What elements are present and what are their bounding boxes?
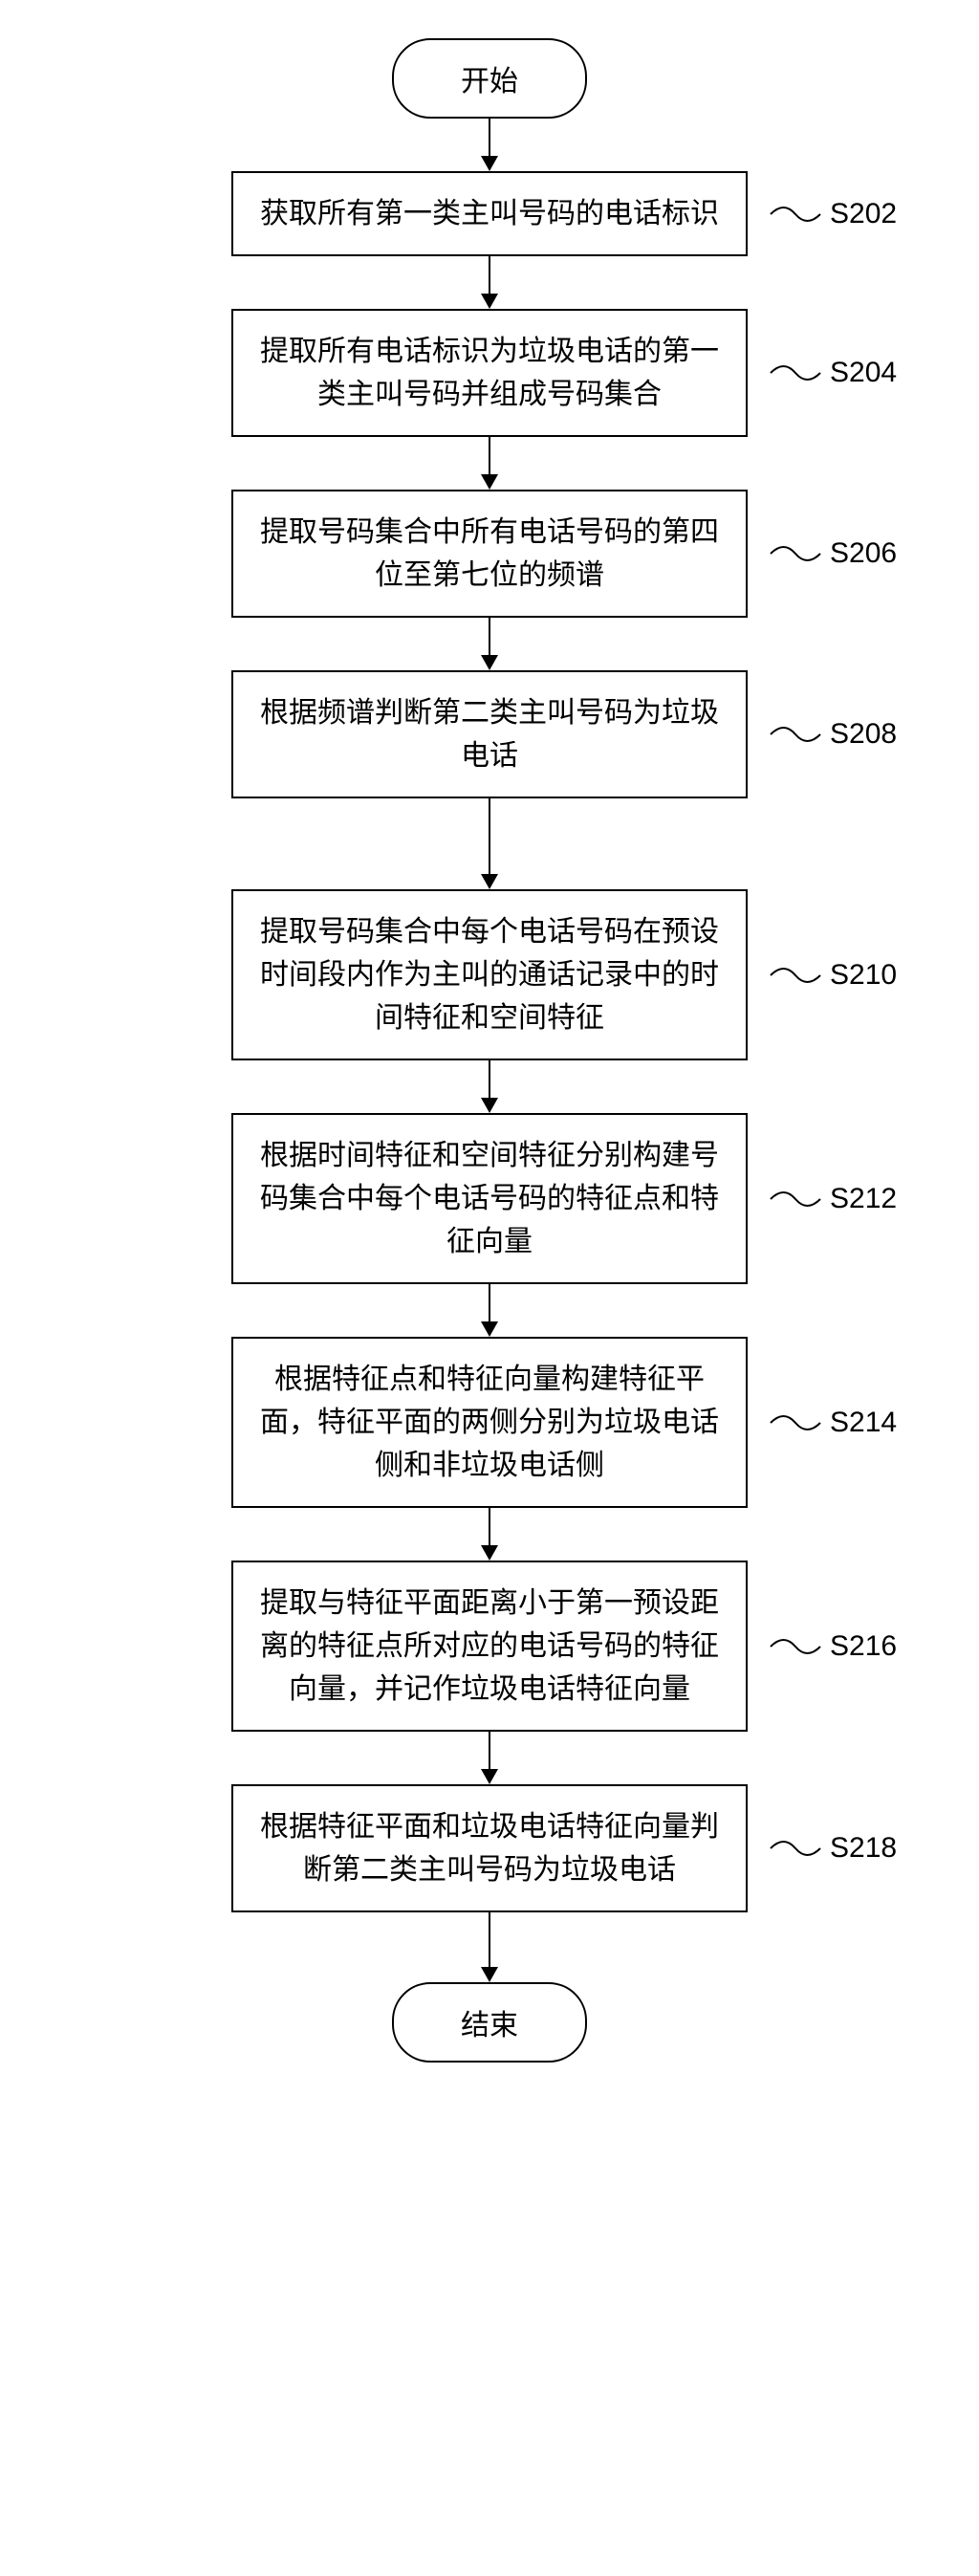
step-label: S202 bbox=[767, 195, 897, 233]
arrow bbox=[481, 618, 498, 670]
arrow bbox=[481, 1284, 498, 1337]
connector-curve-icon bbox=[767, 1829, 824, 1867]
step-row: 提取所有电话标识为垃圾电话的第一类主叫号码并组成号码集合 S204 bbox=[126, 309, 853, 437]
connector-curve-icon bbox=[767, 715, 824, 753]
connector-curve-icon bbox=[767, 354, 824, 392]
process-box: 提取所有电话标识为垃圾电话的第一类主叫号码并组成号码集合 bbox=[231, 309, 748, 437]
connector-curve-icon bbox=[767, 535, 824, 573]
process-box: 提取号码集合中所有电话号码的第四位至第七位的频谱 bbox=[231, 490, 748, 618]
end-terminal: 结束 bbox=[392, 1982, 587, 2063]
process-text: 获取所有第一类主叫号码的电话标识 bbox=[260, 198, 719, 229]
process-text: 根据特征点和特征向量构建特征平面，特征平面的两侧分别为垃圾电话侧和非垃圾电话侧 bbox=[260, 1364, 719, 1481]
process-box: 根据特征点和特征向量构建特征平面，特征平面的两侧分别为垃圾电话侧和非垃圾电话侧 bbox=[231, 1337, 748, 1508]
process-text: 根据时间特征和空间特征分别构建号码集合中每个电话号码的特征点和特征向量 bbox=[260, 1140, 719, 1257]
process-text: 提取号码集合中所有电话号码的第四位至第七位的频谱 bbox=[260, 516, 719, 591]
connector-curve-icon bbox=[767, 1627, 824, 1666]
step-id: S208 bbox=[830, 718, 897, 751]
step-id: S216 bbox=[830, 1630, 897, 1663]
process-text: 提取所有电话标识为垃圾电话的第一类主叫号码并组成号码集合 bbox=[260, 336, 719, 410]
step-label: S210 bbox=[767, 956, 897, 994]
process-box: 根据时间特征和空间特征分别构建号码集合中每个电话号码的特征点和特征向量 bbox=[231, 1113, 748, 1284]
process-box: 获取所有第一类主叫号码的电话标识 bbox=[231, 171, 748, 256]
step-label: S212 bbox=[767, 1180, 897, 1218]
step-id: S218 bbox=[830, 1832, 897, 1865]
step-id: S214 bbox=[830, 1407, 897, 1439]
step-label: S206 bbox=[767, 535, 897, 573]
arrow bbox=[481, 798, 498, 889]
step-row: 根据时间特征和空间特征分别构建号码集合中每个电话号码的特征点和特征向量 S212 bbox=[126, 1113, 853, 1284]
start-label: 开始 bbox=[461, 66, 518, 98]
process-text: 提取与特征平面距离小于第一预设距离的特征点所对应的电话号码的特征向量，并记作垃圾… bbox=[260, 1587, 719, 1705]
step-id: S210 bbox=[830, 959, 897, 992]
step-row: 根据频谱判断第二类主叫号码为垃圾电话 S208 bbox=[126, 670, 853, 798]
connector-curve-icon bbox=[767, 1404, 824, 1442]
process-text: 提取号码集合中每个电话号码在预设时间段内作为主叫的通话记录中的时间特征和空间特征 bbox=[260, 916, 719, 1034]
arrow bbox=[481, 1912, 498, 1982]
step-id: S206 bbox=[830, 537, 897, 570]
step-row: 提取号码集合中每个电话号码在预设时间段内作为主叫的通话记录中的时间特征和空间特征… bbox=[126, 889, 853, 1060]
arrow bbox=[481, 256, 498, 309]
arrow bbox=[481, 437, 498, 490]
start-terminal: 开始 bbox=[392, 38, 587, 119]
connector-curve-icon bbox=[767, 956, 824, 994]
process-text: 根据频谱判断第二类主叫号码为垃圾电话 bbox=[260, 697, 719, 772]
step-row: 获取所有第一类主叫号码的电话标识 S202 bbox=[126, 171, 853, 256]
arrow bbox=[481, 1508, 498, 1561]
step-label: S218 bbox=[767, 1829, 897, 1867]
step-label: S216 bbox=[767, 1627, 897, 1666]
step-row: 根据特征点和特征向量构建特征平面，特征平面的两侧分别为垃圾电话侧和非垃圾电话侧 … bbox=[126, 1337, 853, 1508]
step-label: S208 bbox=[767, 715, 897, 753]
process-box: 提取与特征平面距离小于第一预设距离的特征点所对应的电话号码的特征向量，并记作垃圾… bbox=[231, 1561, 748, 1732]
step-row: 提取与特征平面距离小于第一预设距离的特征点所对应的电话号码的特征向量，并记作垃圾… bbox=[126, 1561, 853, 1732]
step-label: S214 bbox=[767, 1404, 897, 1442]
step-id: S204 bbox=[830, 357, 897, 389]
step-row: 提取号码集合中所有电话号码的第四位至第七位的频谱 S206 bbox=[126, 490, 853, 618]
connector-curve-icon bbox=[767, 195, 824, 233]
arrow bbox=[481, 1732, 498, 1784]
process-box: 根据特征平面和垃圾电话特征向量判断第二类主叫号码为垃圾电话 bbox=[231, 1784, 748, 1912]
flowchart-container: 开始 获取所有第一类主叫号码的电话标识 S202 提取所有电话标识为垃圾电话的第… bbox=[126, 38, 853, 2063]
end-label: 结束 bbox=[461, 2010, 518, 2041]
arrow bbox=[481, 119, 498, 171]
process-box: 提取号码集合中每个电话号码在预设时间段内作为主叫的通话记录中的时间特征和空间特征 bbox=[231, 889, 748, 1060]
step-id: S202 bbox=[830, 198, 897, 230]
process-text: 根据特征平面和垃圾电话特征向量判断第二类主叫号码为垃圾电话 bbox=[260, 1811, 719, 1886]
step-row: 根据特征平面和垃圾电话特征向量判断第二类主叫号码为垃圾电话 S218 bbox=[126, 1784, 853, 1912]
step-label: S204 bbox=[767, 354, 897, 392]
arrow bbox=[481, 1060, 498, 1113]
connector-curve-icon bbox=[767, 1180, 824, 1218]
process-box: 根据频谱判断第二类主叫号码为垃圾电话 bbox=[231, 670, 748, 798]
step-id: S212 bbox=[830, 1183, 897, 1215]
